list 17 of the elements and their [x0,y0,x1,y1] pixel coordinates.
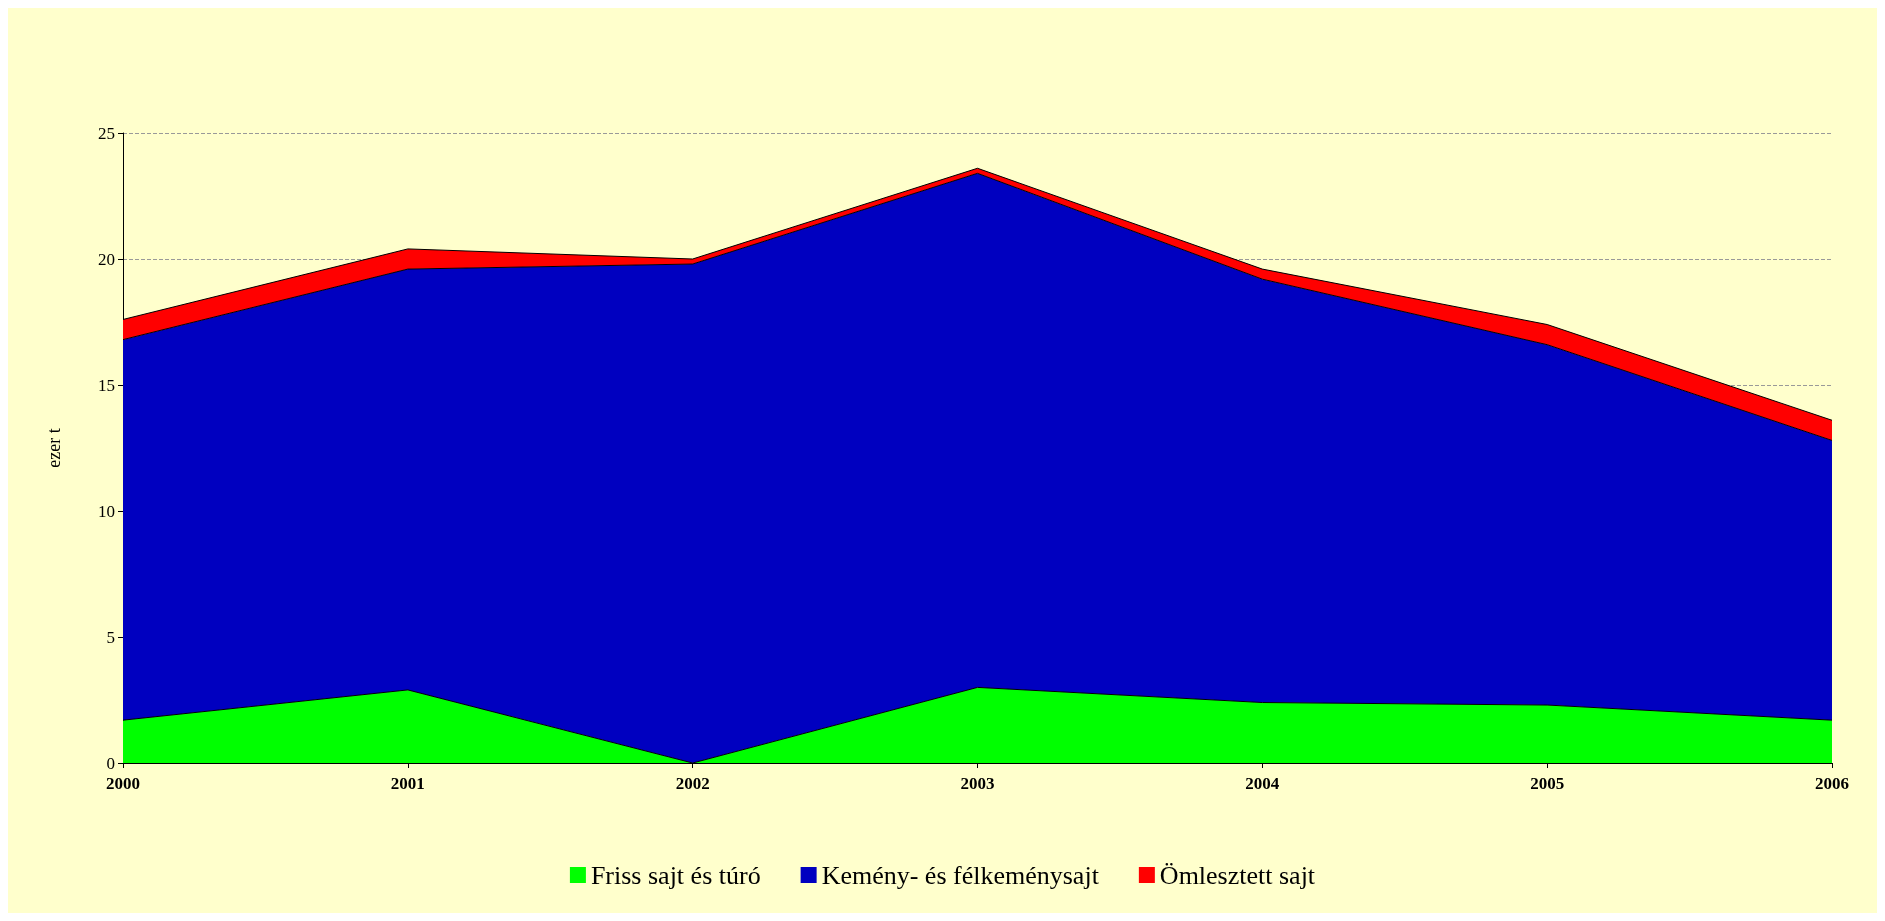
x-tick-label: 2004 [1245,774,1280,793]
x-tick-label: 2006 [1815,774,1849,793]
x-tick-label: 2003 [960,774,995,793]
x-tick-label: 2001 [390,774,425,793]
y-tick-label: 0 [106,753,115,773]
x-tick-label: 2005 [1530,774,1565,793]
x-tick-label: 2000 [106,774,140,793]
legend-label: Kemény- és félkeménysajt [821,860,1100,890]
x-tick-label: 2002 [675,774,710,793]
y-tick-label: 10 [98,501,115,521]
y-tick-label: 15 [98,375,115,395]
y-tick-label: 20 [98,249,115,269]
legend-label: Ömlesztett sajt [1159,860,1316,890]
legend-label: Friss sajt és túró [590,860,761,890]
y-tick-label: 25 [98,123,115,143]
y-axis-title: ezer t [44,428,64,468]
y-tick-label: 5 [106,627,115,647]
